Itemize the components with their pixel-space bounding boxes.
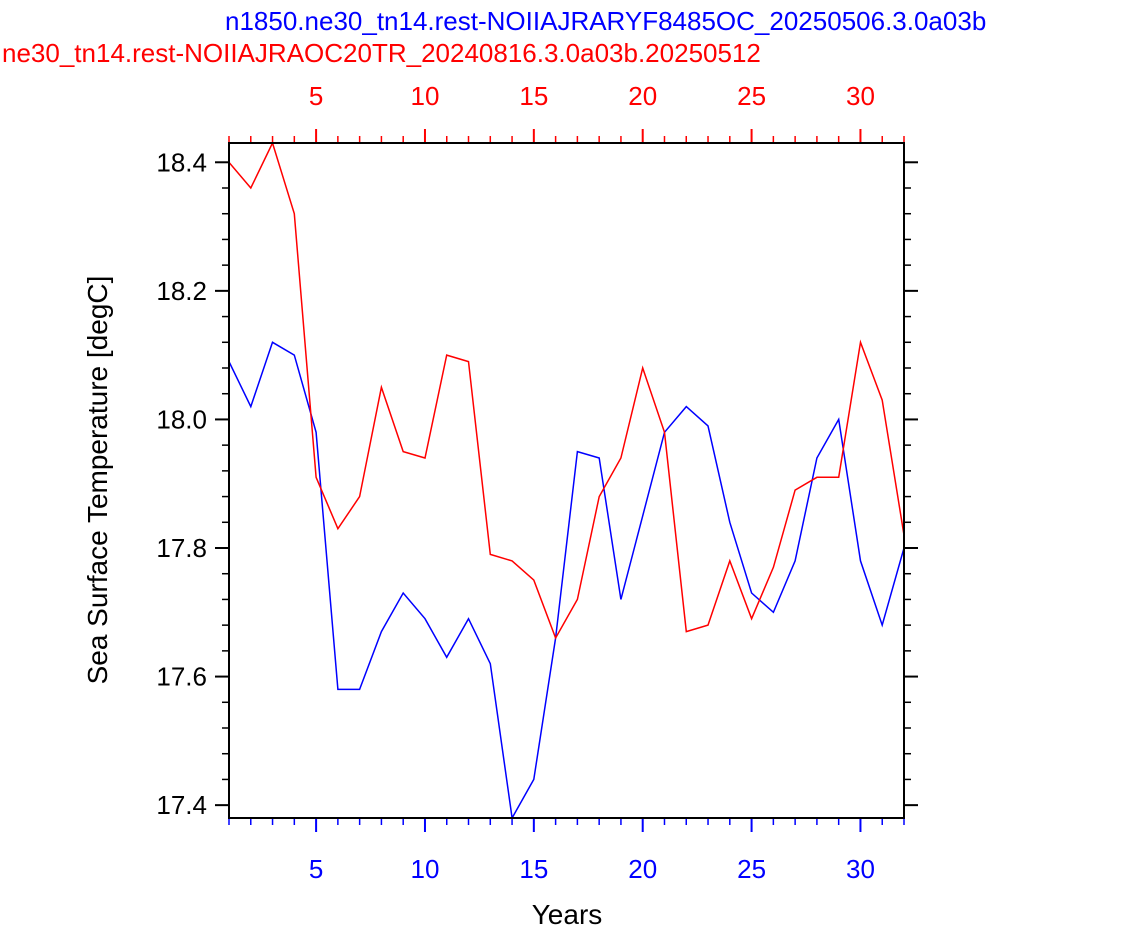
x-tick-label-top: 10: [411, 81, 440, 111]
x-tick-label-top: 5: [309, 81, 323, 111]
plot-frame: [228, 142, 905, 819]
x-tick-label-top: 20: [628, 81, 657, 111]
x-tick-label-top: 30: [846, 81, 875, 111]
y-tick-label: 18.4: [156, 147, 207, 177]
y-tick-label: 18.0: [156, 404, 207, 434]
x-tick-label-bottom: 30: [846, 854, 875, 884]
x-tick-label-bottom: 10: [411, 854, 440, 884]
x-tick-label-top: 15: [519, 81, 548, 111]
y-axis-label: Sea Surface Temperature [degC]: [82, 276, 113, 685]
axis-ticks: 5 5 10 10 15 15 20 20 25 25 30 30 17.4 17.6 17.8 18.0 18…: [156, 81, 918, 884]
y-tick-label: 17.6: [156, 662, 207, 692]
x-tick-label-top: 25: [737, 81, 766, 111]
x-tick-label-bottom: 25: [737, 854, 766, 884]
series-line-blue: [229, 341, 904, 818]
data-series: [229, 143, 904, 818]
x-axis-label: Years: [532, 899, 603, 930]
x-tick-label-bottom: 20: [628, 854, 657, 884]
x-tick-label-bottom: 5: [309, 854, 323, 884]
y-tick-label: 18.2: [156, 276, 207, 306]
chart-title-top: n1850.ne30_tn14.rest-NOIIAJRARYF8485OC_2…: [225, 6, 986, 36]
y-tick-label: 17.4: [156, 790, 207, 820]
series-line-red: [229, 143, 904, 640]
x-tick-label-bottom: 15: [519, 854, 548, 884]
chart-title-bottom: ne30_tn14.rest-NOIIAJRAOC20TR_20240816.3…: [2, 38, 761, 68]
y-tick-label: 17.8: [156, 533, 207, 563]
